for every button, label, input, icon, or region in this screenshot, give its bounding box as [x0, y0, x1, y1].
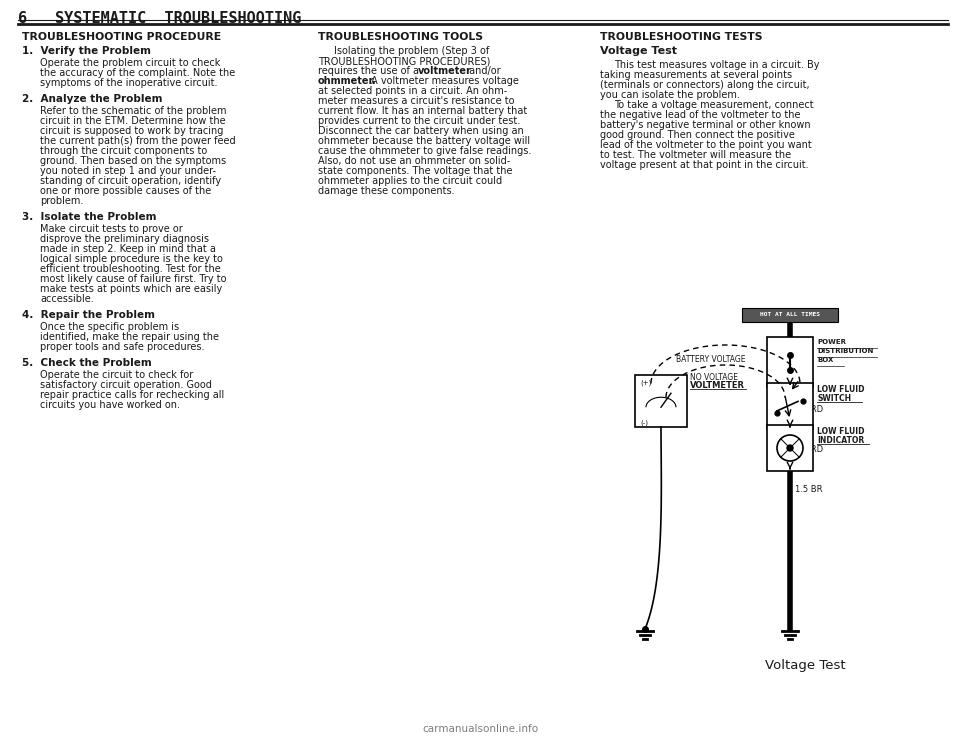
Text: A voltmeter measures voltage: A voltmeter measures voltage: [368, 76, 518, 86]
Text: LOW FLUID: LOW FLUID: [817, 385, 865, 394]
Text: 5.  Check the Problem: 5. Check the Problem: [22, 358, 152, 368]
Circle shape: [787, 445, 793, 451]
Text: make tests at points which are easily: make tests at points which are easily: [40, 284, 223, 294]
Text: at selected points in a circuit. An ohm-: at selected points in a circuit. An ohm-: [318, 86, 507, 96]
Text: taking measurements at several points: taking measurements at several points: [600, 70, 792, 80]
Text: This test measures voltage in a circuit. By: This test measures voltage in a circuit.…: [614, 60, 820, 70]
Text: the current path(s) from the power feed: the current path(s) from the power feed: [40, 136, 235, 146]
Text: Operate the circuit to check for: Operate the circuit to check for: [40, 370, 193, 380]
Text: Refer to the schematic of the problem: Refer to the schematic of the problem: [40, 106, 227, 116]
FancyBboxPatch shape: [742, 307, 838, 322]
Text: POWER: POWER: [817, 339, 846, 345]
Text: meter measures a circuit's resistance to: meter measures a circuit's resistance to: [318, 96, 515, 106]
Text: standing of circuit operation, identify: standing of circuit operation, identify: [40, 176, 221, 186]
Text: cause the ohmmeter to give false readings.: cause the ohmmeter to give false reading…: [318, 146, 532, 156]
Text: DISTRIBUTION: DISTRIBUTION: [817, 348, 874, 354]
Text: Operate the problem circuit to check: Operate the problem circuit to check: [40, 58, 221, 68]
Text: and/or: and/or: [466, 66, 500, 76]
Text: logical simple procedure is the key to: logical simple procedure is the key to: [40, 254, 223, 264]
Text: repair practice calls for rechecking all: repair practice calls for rechecking all: [40, 390, 225, 400]
Text: TROUBLESHOOTING TESTS: TROUBLESHOOTING TESTS: [600, 32, 762, 42]
Text: efficient troubleshooting. Test for the: efficient troubleshooting. Test for the: [40, 264, 221, 274]
Text: circuit in the ETM. Determine how the: circuit in the ETM. Determine how the: [40, 116, 226, 126]
Text: one or more possible causes of the: one or more possible causes of the: [40, 186, 211, 196]
Bar: [767, 337, 813, 387]
Text: disprove the preliminary diagnosis: disprove the preliminary diagnosis: [40, 234, 209, 244]
Text: voltage present at that point in the circuit.: voltage present at that point in the cir…: [600, 160, 808, 170]
Text: 4.  Repair the Problem: 4. Repair the Problem: [22, 310, 155, 320]
Text: (+): (+): [640, 380, 652, 386]
Text: the negative lead of the voltmeter to the: the negative lead of the voltmeter to th…: [600, 110, 801, 120]
Text: To take a voltage measurement, connect: To take a voltage measurement, connect: [614, 100, 814, 110]
Text: you can isolate the problem.: you can isolate the problem.: [600, 90, 740, 100]
Text: 1.5 RD: 1.5 RD: [795, 445, 823, 454]
Text: lead of the voltmeter to the point you want: lead of the voltmeter to the point you w…: [600, 140, 812, 150]
Text: identified, make the repair using the: identified, make the repair using the: [40, 332, 219, 342]
Text: circuits you have worked on.: circuits you have worked on.: [40, 400, 180, 410]
Text: Make circuit tests to prove or: Make circuit tests to prove or: [40, 224, 182, 234]
Text: you noted in step 1 and your under-: you noted in step 1 and your under-: [40, 166, 216, 176]
Text: circuit is supposed to work by tracing: circuit is supposed to work by tracing: [40, 126, 224, 136]
Text: through the circuit components to: through the circuit components to: [40, 146, 207, 156]
Text: proper tools and safe procedures.: proper tools and safe procedures.: [40, 342, 204, 352]
Text: 6: 6: [18, 11, 27, 26]
Text: NO VOLTAGE: NO VOLTAGE: [690, 373, 738, 382]
Text: TROUBLESHOOTING PROCEDURE: TROUBLESHOOTING PROCEDURE: [22, 32, 221, 42]
Text: accessible.: accessible.: [40, 294, 94, 304]
Text: ohmmeter.: ohmmeter.: [318, 76, 376, 86]
Text: 1.  Verify the Problem: 1. Verify the Problem: [22, 46, 151, 56]
Text: Disconnect the car battery when using an: Disconnect the car battery when using an: [318, 126, 524, 136]
Text: voltmeter: voltmeter: [418, 66, 472, 76]
Text: good ground. Then connect the positive: good ground. Then connect the positive: [600, 130, 795, 140]
Text: damage these components.: damage these components.: [318, 186, 455, 196]
Text: LOW FLUID: LOW FLUID: [817, 427, 865, 436]
Text: TROUBLESHOOTING TOOLS: TROUBLESHOOTING TOOLS: [318, 32, 483, 42]
Text: the accuracy of the complaint. Note the: the accuracy of the complaint. Note the: [40, 68, 235, 78]
Text: made in step 2. Keep in mind that a: made in step 2. Keep in mind that a: [40, 244, 216, 254]
Bar: [635, 375, 687, 427]
Text: BATTERY VOLTAGE: BATTERY VOLTAGE: [676, 355, 745, 364]
Text: carmanualsonline.info: carmanualsonline.info: [422, 724, 538, 734]
Text: 1.5 RD: 1.5 RD: [795, 404, 823, 413]
Text: Voltage Test: Voltage Test: [765, 659, 846, 672]
Text: battery's negative terminal or other known: battery's negative terminal or other kno…: [600, 120, 810, 130]
Text: problem.: problem.: [40, 196, 84, 206]
Text: TROUBLESHOOTING PROCEDURES): TROUBLESHOOTING PROCEDURES): [318, 56, 491, 66]
Text: (terminals or connectors) along the circuit,: (terminals or connectors) along the circ…: [600, 80, 809, 90]
Text: VOLTMETER: VOLTMETER: [690, 381, 745, 390]
Bar: [767, 425, 813, 471]
Text: satisfactory circuit operation. Good: satisfactory circuit operation. Good: [40, 380, 212, 390]
Text: Once the specific problem is: Once the specific problem is: [40, 322, 180, 332]
Text: 1.5 BR: 1.5 BR: [795, 484, 823, 494]
Text: ohmmeter applies to the circuit could: ohmmeter applies to the circuit could: [318, 176, 502, 186]
Text: provides current to the circuit under test.: provides current to the circuit under te…: [318, 116, 520, 126]
Text: 2.  Analyze the Problem: 2. Analyze the Problem: [22, 94, 162, 104]
Text: Isolating the problem (Step 3 of: Isolating the problem (Step 3 of: [334, 46, 490, 56]
Text: symptoms of the inoperative circuit.: symptoms of the inoperative circuit.: [40, 78, 218, 88]
Text: ground. Then based on the symptoms: ground. Then based on the symptoms: [40, 156, 227, 166]
Text: Also, do not use an ohmmeter on solid-: Also, do not use an ohmmeter on solid-: [318, 156, 511, 166]
Text: ohmmeter because the battery voltage will: ohmmeter because the battery voltage wil…: [318, 136, 530, 146]
Text: HOT AT ALL TIMES: HOT AT ALL TIMES: [760, 312, 820, 317]
Text: (-): (-): [640, 419, 648, 425]
Text: state components. The voltage that the: state components. The voltage that the: [318, 166, 513, 176]
Bar: [767, 383, 813, 429]
Text: INDICATOR: INDICATOR: [817, 436, 864, 445]
Text: 3.  Isolate the Problem: 3. Isolate the Problem: [22, 212, 156, 222]
Text: to test. The voltmeter will measure the: to test. The voltmeter will measure the: [600, 150, 791, 160]
Text: Voltage Test: Voltage Test: [600, 46, 677, 56]
Text: most likely cause of failure first. Try to: most likely cause of failure first. Try …: [40, 274, 227, 284]
Text: SWITCH: SWITCH: [817, 394, 852, 403]
Text: SYSTEMATIC  TROUBLESHOOTING: SYSTEMATIC TROUBLESHOOTING: [55, 11, 301, 26]
Text: current flow. It has an internal battery that: current flow. It has an internal battery…: [318, 106, 527, 116]
Text: requires the use of a: requires the use of a: [318, 66, 422, 76]
Text: BOX: BOX: [817, 357, 833, 363]
